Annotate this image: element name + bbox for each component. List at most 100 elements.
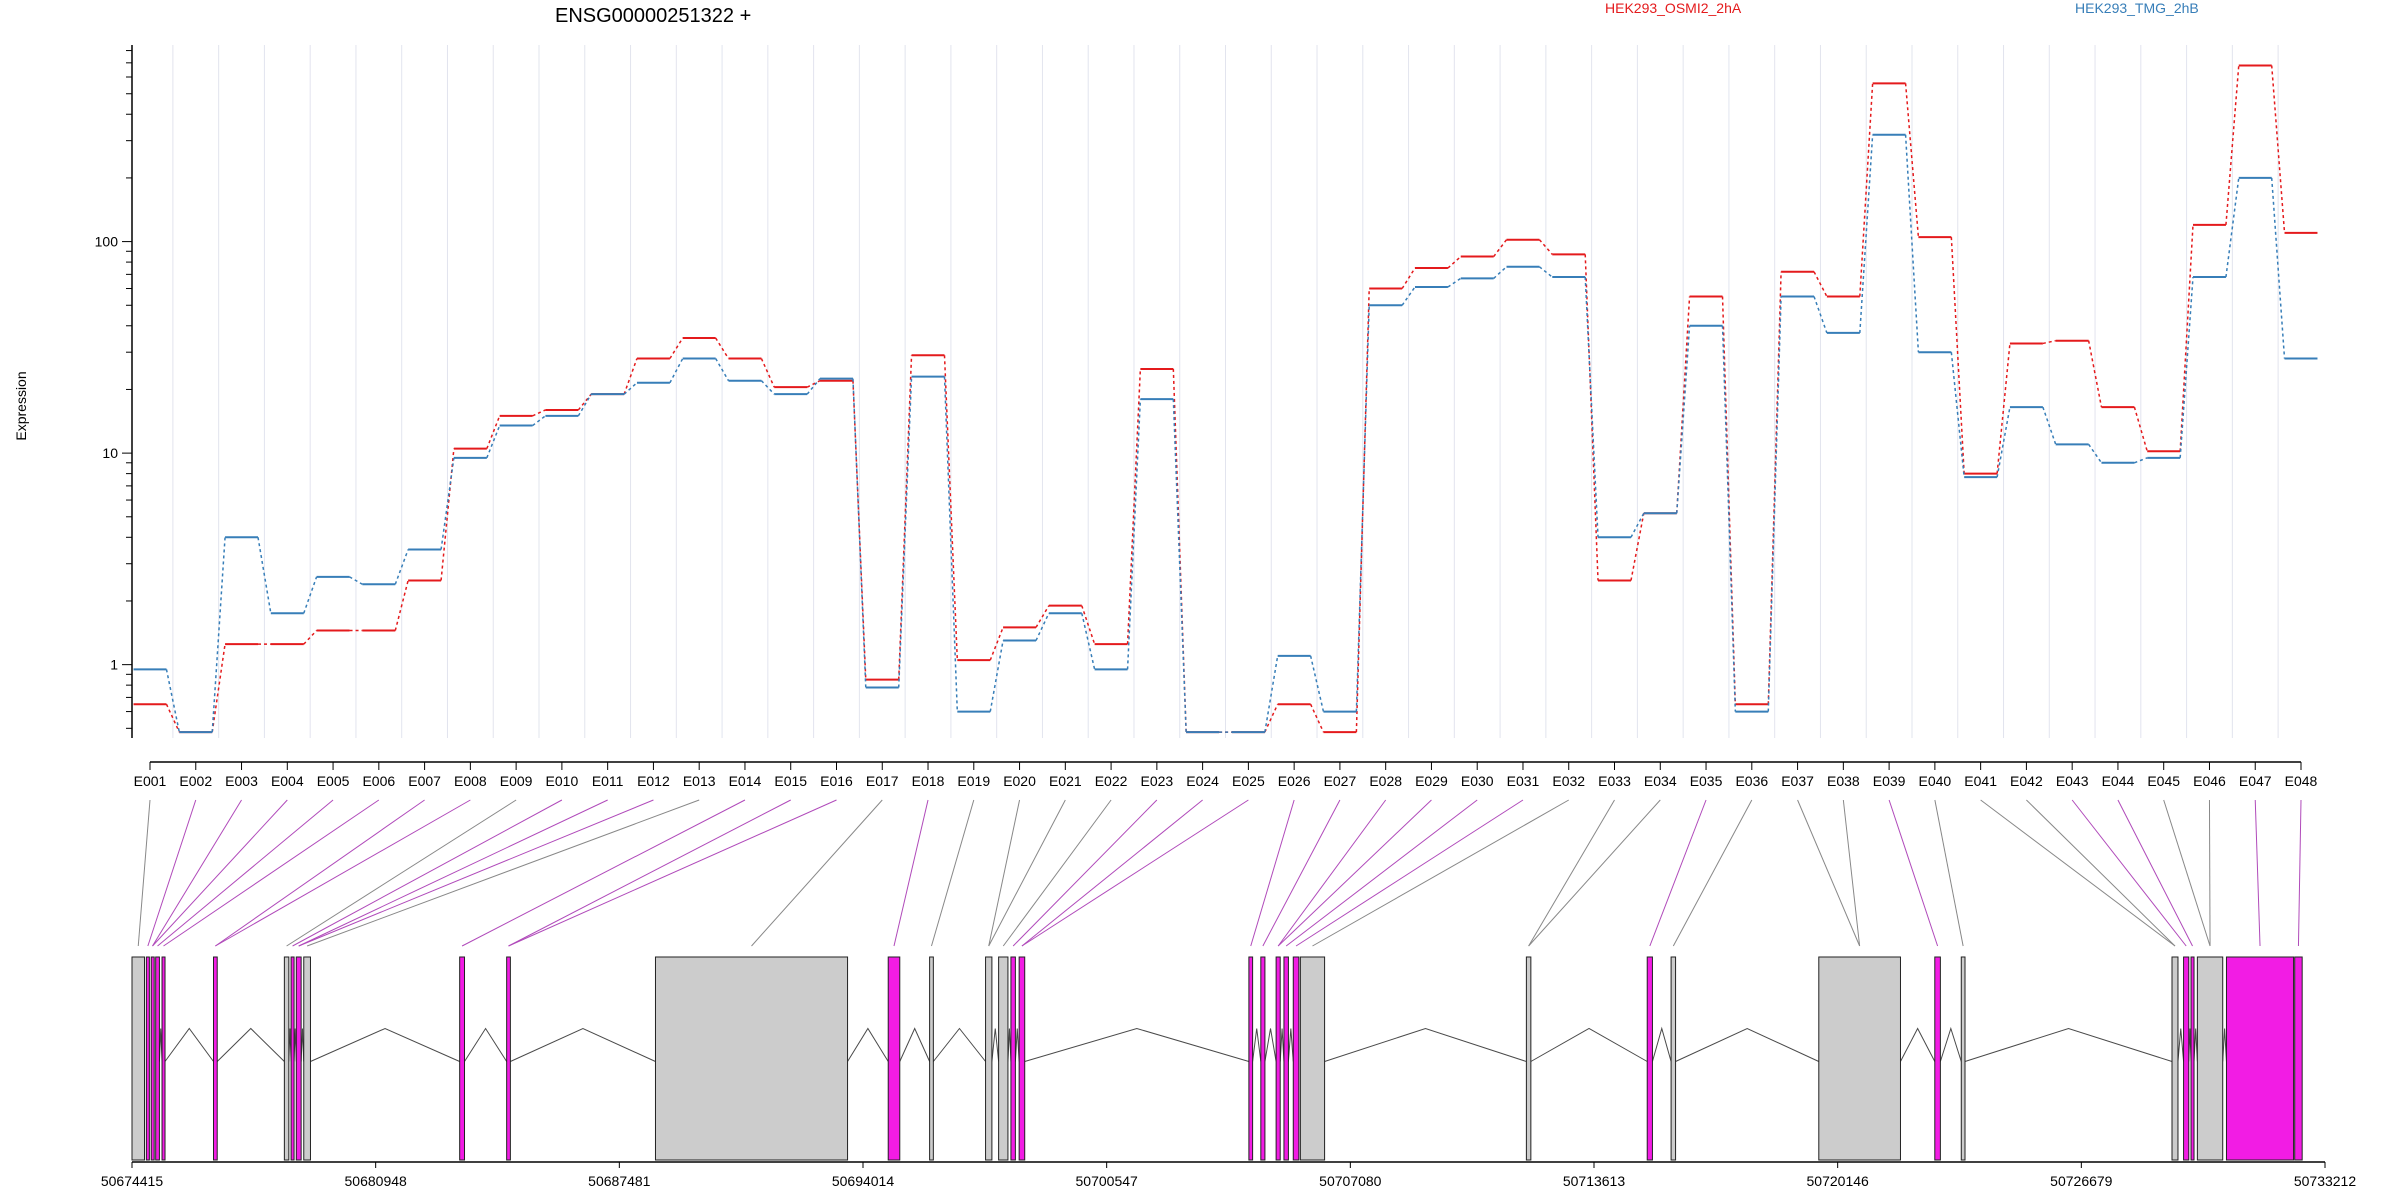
exon-block [1818, 956, 1901, 1161]
exon-block [2196, 956, 2224, 1161]
series-connector [1172, 399, 1187, 733]
intron [1900, 1027, 1936, 1062]
exon-connector [1021, 799, 1249, 947]
exon-label: E012 [637, 773, 670, 789]
series-connector [349, 576, 363, 585]
exon-label: E037 [1781, 773, 1814, 789]
exon-block [1248, 956, 1254, 1161]
series-connector [1447, 277, 1462, 288]
exon-connector [298, 799, 654, 947]
series-connector [1081, 605, 1096, 645]
series-connector [1721, 296, 1737, 705]
intron [1324, 1027, 1527, 1062]
intron [1279, 1028, 1285, 1062]
series-connector [2088, 443, 2103, 464]
series-connector [1538, 266, 1553, 278]
exon-label: E032 [1552, 773, 1585, 789]
exon-connector [1262, 799, 1341, 947]
exon-block [145, 956, 150, 1161]
exon-block [212, 956, 218, 1161]
series-connector [623, 358, 638, 395]
exon-block [506, 956, 511, 1161]
series-connector [2270, 65, 2286, 233]
exon-label: E003 [225, 773, 258, 789]
exon-label: E021 [1049, 773, 1082, 789]
exon-connector [215, 799, 471, 947]
exon-connector [461, 799, 746, 947]
exon-connector [508, 799, 837, 947]
series-connector [165, 703, 180, 733]
series-connector [1447, 255, 1462, 269]
series-connector [1355, 305, 1370, 712]
exon-block [150, 956, 155, 1161]
exon-connector [1285, 799, 1478, 947]
exon-block [290, 956, 295, 1161]
exon-block [985, 956, 993, 1161]
exon-label: E015 [774, 773, 807, 789]
exon-label: E024 [1186, 773, 1219, 789]
exon-label: E010 [546, 773, 579, 789]
intron [991, 1028, 1000, 1062]
intron [932, 1027, 986, 1062]
series-connector [1676, 325, 1691, 514]
series-connector [2042, 339, 2056, 345]
series-1 [133, 64, 2318, 734]
exon-connector [1295, 799, 1524, 947]
series-connector [2087, 340, 2103, 408]
exon-label: E031 [1507, 773, 1540, 789]
series-connector [532, 409, 546, 417]
exon-block [1646, 956, 1653, 1161]
series-connector [1035, 605, 1050, 628]
y-tick-label: 10 [102, 445, 118, 461]
exon-connector [988, 799, 1066, 947]
series-connector [2042, 406, 2057, 445]
series-connector [1493, 266, 1508, 279]
exon-label: E041 [1964, 773, 1997, 789]
exon-connector [306, 799, 700, 947]
exon-label: E033 [1598, 773, 1631, 789]
exon-connector [1277, 799, 1387, 947]
series-connector [2179, 224, 2194, 452]
exon-label: E023 [1140, 773, 1173, 789]
series-connector [394, 549, 409, 585]
series-connector [2225, 177, 2240, 278]
exon-connector [893, 799, 929, 947]
exon-label: E005 [317, 773, 350, 789]
gene-model [131, 956, 2303, 1161]
intron [510, 1027, 656, 1062]
exon-connector [1528, 799, 1615, 947]
series-connector [1950, 352, 1965, 478]
intron [1024, 1027, 1250, 1062]
expression-series [133, 64, 2318, 734]
y-axis-label: Expression [13, 371, 29, 440]
exon-block [1670, 956, 1677, 1161]
exon-connectors [137, 799, 2302, 947]
exon-label: E013 [683, 773, 716, 789]
series-connector [989, 640, 1004, 712]
series-2 [133, 133, 2318, 734]
exon-connector [1888, 799, 1939, 947]
series-connector [1355, 288, 1370, 733]
intron [1964, 1027, 2173, 1062]
series-connector [1035, 612, 1050, 641]
series-connector [1264, 655, 1279, 733]
intron [464, 1027, 508, 1062]
exon-label: E039 [1873, 773, 1906, 789]
exon-block [303, 956, 311, 1161]
series-connector [303, 576, 318, 614]
series-connector [760, 358, 775, 388]
series-connector [1996, 343, 2011, 474]
exon-label: E014 [729, 773, 762, 789]
series-connector [2134, 457, 2148, 464]
genomic-tick-label: 50733212 [2294, 1173, 2357, 1189]
exon-connector [1934, 799, 1964, 947]
exon-block [1292, 956, 1300, 1161]
exon-block [1283, 956, 1289, 1161]
series-connector [2225, 65, 2240, 225]
exon-label: E001 [134, 773, 167, 789]
exon-label: E036 [1735, 773, 1768, 789]
exon-label: E044 [2102, 773, 2135, 789]
genomic-tick-label: 50713613 [1563, 1173, 1626, 1189]
exon-block [1260, 956, 1266, 1161]
